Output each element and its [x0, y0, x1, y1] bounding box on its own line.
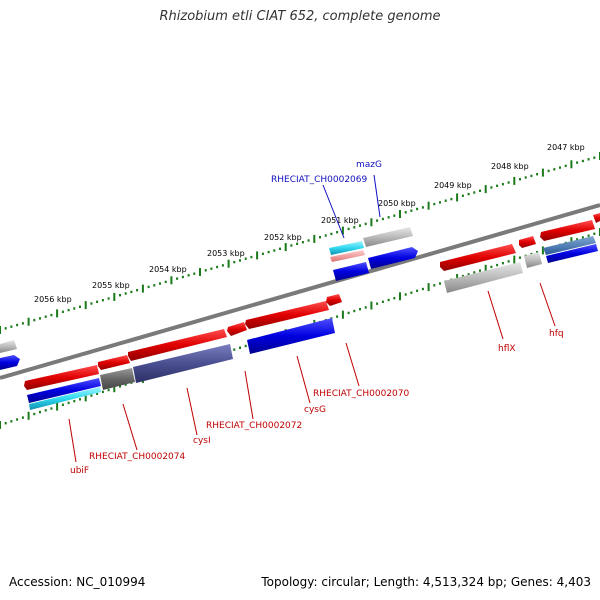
gene-arrow[interactable] — [368, 247, 418, 269]
accession-text: Accession: NC_010994 — [9, 575, 146, 589]
gene-arrow[interactable] — [29, 387, 101, 410]
gene-label-ubif[interactable]: ubiF — [70, 466, 89, 476]
gene-label-rheciat-ch0002070[interactable]: RHECIAT_CH0002070 — [313, 389, 410, 399]
gene-arrow[interactable] — [247, 318, 335, 354]
genome-backbone-line — [0, 203, 600, 380]
gene-arrow[interactable] — [227, 322, 247, 336]
gene-arrow[interactable] — [444, 262, 523, 293]
scale-labels: 2047 kbp 2048 kbp 2049 kbp 2050 kbp 2051… — [34, 143, 585, 304]
scale-label: 2056 kbp — [34, 295, 72, 304]
outer-scale-ticks — [0, 152, 600, 334]
scale-label: 2051 kbp — [321, 216, 359, 225]
gene-arrow[interactable] — [519, 236, 536, 248]
gene-arrow[interactable] — [98, 355, 130, 370]
scale-label: 2053 kbp — [207, 249, 245, 258]
gene-arrow[interactable] — [128, 329, 227, 361]
gene-label-cysg[interactable]: cysG — [304, 405, 326, 415]
scale-label: 2049 kbp — [434, 181, 472, 190]
gene-leader-lines — [68, 174, 556, 463]
scale-label: 2048 kbp — [491, 162, 529, 171]
scale-label: 2052 kbp — [264, 233, 302, 242]
gene-arrow[interactable] — [27, 378, 101, 403]
reverse-strand-genes — [0, 236, 598, 410]
gene-label-hflx[interactable]: hflX — [498, 344, 516, 354]
scale-label: 2050 kbp — [378, 199, 416, 208]
gene-arrow[interactable] — [543, 236, 596, 255]
gene-arrow[interactable] — [440, 244, 516, 271]
gene-label-hfq[interactable]: hfq — [549, 329, 564, 339]
gene-arrow[interactable] — [326, 294, 342, 306]
gene-arrow[interactable] — [24, 365, 99, 390]
gene-arrow[interactable] — [100, 368, 135, 390]
gene-arrow[interactable] — [245, 301, 329, 329]
gene-label-rheciat-ch0002074[interactable]: RHECIAT_CH0002074 — [89, 452, 186, 462]
gene-arrow[interactable] — [0, 355, 20, 370]
gene-label-cysi[interactable]: cysI — [193, 436, 211, 446]
gene-arrow[interactable] — [329, 241, 364, 255]
gene-arrow[interactable] — [133, 344, 233, 383]
scale-label: 2055 kbp — [92, 281, 130, 290]
gene-label-rheciat-ch0002072[interactable]: RHECIAT_CH0002072 — [206, 421, 302, 431]
gene-arrow[interactable] — [333, 262, 369, 281]
map-title: Rhizobium etli CIAT 652, complete genome — [159, 9, 441, 24]
gene-arrow[interactable] — [593, 213, 600, 223]
gene-arrow[interactable] — [540, 220, 595, 241]
gene-arrow[interactable] — [363, 227, 413, 247]
gene-label-rheciat-ch0002069[interactable]: RHECIAT_CH0002069 — [271, 175, 368, 185]
scale-label: 2047 kbp — [547, 143, 585, 152]
gene-label-mazg[interactable]: mazG — [356, 160, 382, 170]
scale-label: 2054 kbp — [149, 265, 187, 274]
gene-arrow[interactable] — [524, 252, 542, 268]
forward-strand-genes — [0, 213, 600, 390]
gene-arrow[interactable] — [330, 250, 365, 262]
gene-labels: mazG RHECIAT_CH0002069 hflX hfq RHECIAT_… — [70, 160, 564, 476]
gene-arrow[interactable] — [546, 244, 598, 263]
gene-arrow[interactable] — [0, 340, 17, 353]
topology-text: Topology: circular; Length: 4,513,324 bp… — [261, 575, 591, 589]
